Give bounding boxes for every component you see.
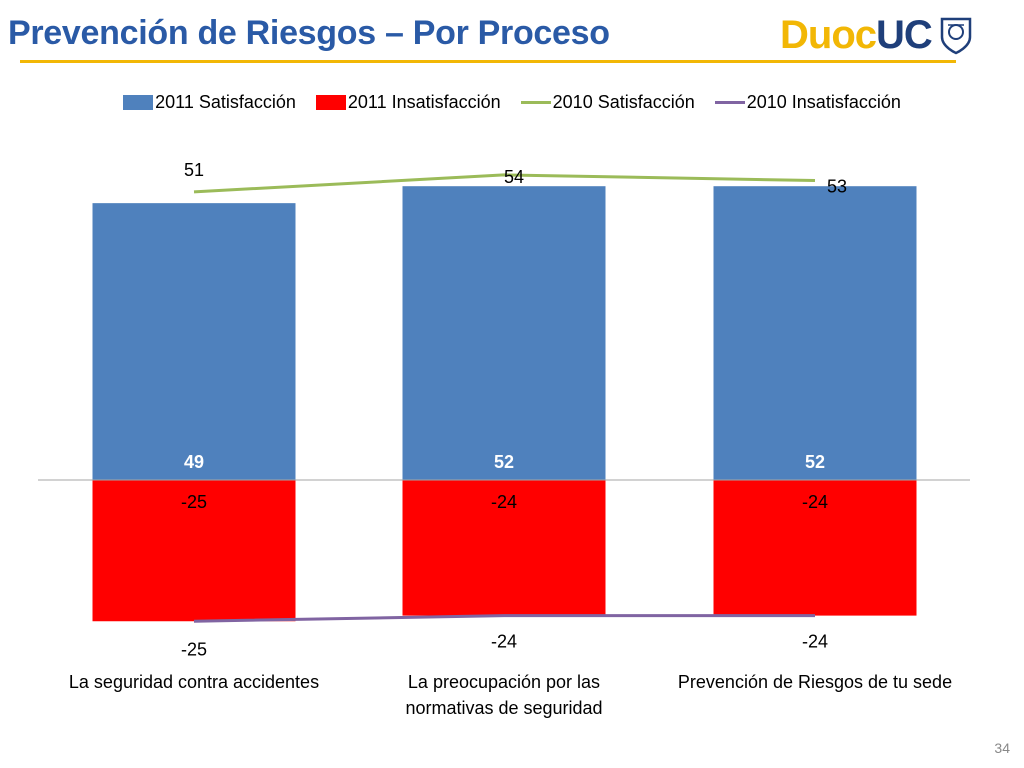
slide-title: Prevención de Riesgos – Por Proceso [8, 14, 610, 52]
legend-swatch [315, 95, 346, 110]
data-label-2011-satisfaccion: 52 [805, 452, 825, 472]
data-label-2011-satisfaccion: 52 [494, 452, 514, 472]
category-label: La seguridad contra accidentes [69, 672, 319, 692]
data-label-2011-insatisfaccion: -24 [491, 492, 517, 512]
bar-2011-satisfaccion [402, 186, 606, 480]
data-label-2011-insatisfaccion: -24 [802, 492, 828, 512]
data-label-2011-satisfaccion: 49 [184, 452, 204, 472]
bar-2011-insatisfaccion [713, 480, 917, 616]
legend-item-2010-satisfaccion: 2010 Satisfacción [520, 92, 695, 113]
bar-2011-satisfaccion [92, 203, 296, 480]
legend-item-2011-insatisfaccion: 2011 Insatisfacción [315, 92, 501, 113]
data-label-2010-satisfaccion: 53 [827, 177, 847, 197]
logo-text-uc: UC [876, 13, 933, 57]
legend-label: 2011 Satisfacción [155, 92, 296, 112]
bar-2011-insatisfaccion [92, 480, 296, 622]
data-label-2010-insatisfaccion: -24 [802, 632, 828, 652]
bar-2011-insatisfaccion [402, 480, 606, 616]
legend-label: 2010 Insatisfacción [746, 92, 901, 112]
legend-swatch [123, 95, 154, 110]
legend-swatch [714, 101, 745, 104]
line-2010-insatisfaccion [193, 614, 815, 623]
category-label: Prevención de Riesgos de tu sede [678, 672, 952, 692]
data-label-2011-insatisfaccion: -25 [181, 492, 207, 512]
category-label: normativas de seguridad [405, 698, 602, 718]
chart-legend: 2011 Satisfacción 2011 Insatisfacción 20… [0, 92, 1024, 113]
data-label-2010-satisfaccion: 51 [184, 160, 204, 180]
bar-2011-satisfaccion [713, 186, 917, 480]
data-label-2010-insatisfaccion: -25 [181, 639, 207, 659]
duoc-uc-logo: Duoc UC [780, 12, 974, 58]
legend-item-2010-insatisfaccion: 2010 Insatisfacción [714, 92, 901, 113]
line-2010-satisfaccion [193, 173, 816, 194]
legend-label: 2011 Insatisfacción [347, 92, 501, 112]
legend-label: 2010 Satisfacción [552, 92, 695, 112]
seal-icon [940, 17, 972, 55]
category-label: La preocupación por las [408, 672, 600, 692]
title-underline [20, 60, 956, 63]
page-number: 34 [994, 740, 1010, 756]
legend-item-2011-satisfaccion: 2011 Satisfacción [123, 92, 296, 113]
data-label-2010-insatisfaccion: -24 [491, 632, 517, 652]
logo-text-duoc: Duoc [780, 13, 877, 57]
data-label-2010-satisfaccion: 54 [504, 167, 524, 187]
legend-swatch [520, 101, 551, 104]
